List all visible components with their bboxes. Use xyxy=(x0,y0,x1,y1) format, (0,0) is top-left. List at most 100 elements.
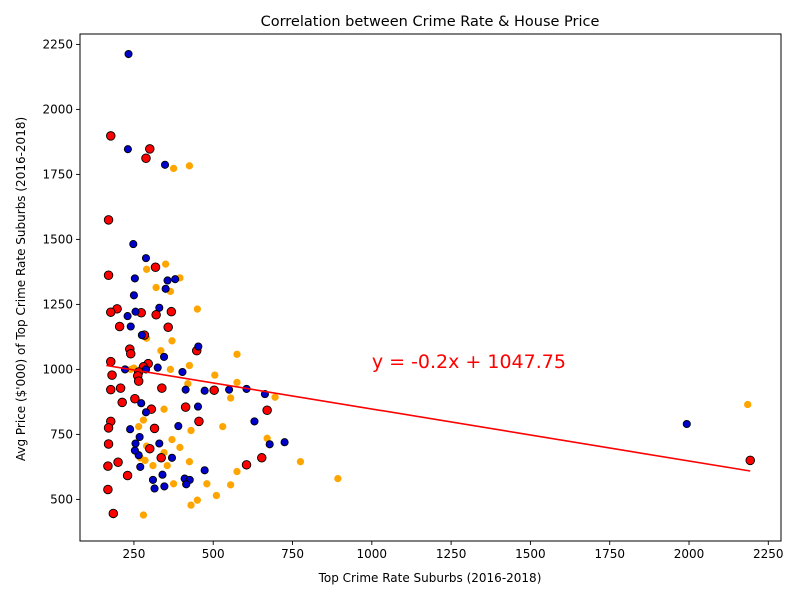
x-tick-label: 1750 xyxy=(594,547,625,561)
data-point xyxy=(117,397,127,408)
data-point xyxy=(745,455,755,466)
data-point xyxy=(106,131,116,141)
data-point xyxy=(148,475,158,484)
data-point xyxy=(150,262,161,272)
data-point xyxy=(153,363,162,372)
y-axis-label: Avg Price ($'000) of Top Crime Rate Subu… xyxy=(14,117,28,461)
data-point xyxy=(103,439,114,449)
data-point xyxy=(744,400,752,409)
data-point xyxy=(182,480,191,489)
data-point xyxy=(108,508,119,519)
data-point xyxy=(250,417,259,426)
data-point xyxy=(163,461,171,470)
data-point xyxy=(241,460,252,470)
data-point xyxy=(682,419,691,429)
plot-area xyxy=(79,33,782,542)
x-tick-label: 2250 xyxy=(753,547,784,561)
x-axis-label: Top Crime Rate Suburbs (2016-2018) xyxy=(318,571,542,585)
chart-title: Correlation between Crime Rate & House P… xyxy=(261,14,600,30)
y-tick-label: 1000 xyxy=(42,362,73,376)
data-point xyxy=(194,416,204,427)
data-point xyxy=(130,274,139,283)
data-point xyxy=(203,480,211,488)
data-point xyxy=(123,145,132,154)
data-point xyxy=(133,376,144,386)
data-point xyxy=(145,144,155,154)
data-point xyxy=(176,443,184,452)
data-point xyxy=(139,416,148,424)
data-point xyxy=(193,305,202,313)
data-point xyxy=(161,260,170,268)
data-point xyxy=(141,254,151,263)
data-point xyxy=(227,394,235,402)
data-point xyxy=(106,384,116,395)
data-point xyxy=(157,383,167,393)
data-point xyxy=(163,322,173,333)
data-point xyxy=(139,511,148,519)
data-point xyxy=(129,291,138,300)
data-point xyxy=(174,422,183,431)
data-point xyxy=(113,457,123,467)
data-point xyxy=(187,426,195,435)
data-point xyxy=(265,440,274,449)
data-point xyxy=(193,496,202,504)
data-point xyxy=(167,453,177,462)
data-point xyxy=(169,480,178,488)
data-point xyxy=(160,352,169,361)
y-tick-label: 750 xyxy=(50,427,73,441)
y-tick-label: 2250 xyxy=(42,37,73,51)
data-point xyxy=(135,432,144,442)
data-point xyxy=(296,458,305,466)
data-point xyxy=(126,322,135,331)
data-point xyxy=(103,270,114,281)
data-point xyxy=(131,307,140,316)
y-tick-label: 1500 xyxy=(42,232,73,246)
data-point xyxy=(155,439,164,448)
data-point xyxy=(166,306,177,317)
data-point xyxy=(106,356,116,367)
data-point xyxy=(233,467,241,476)
data-point xyxy=(181,385,190,394)
data-point xyxy=(200,466,209,475)
data-point xyxy=(185,162,194,170)
data-point xyxy=(137,331,146,340)
x-tick-label: 500 xyxy=(202,547,225,561)
data-point xyxy=(123,312,132,321)
data-point xyxy=(209,385,219,395)
data-point xyxy=(157,347,165,355)
data-point xyxy=(141,408,151,417)
data-point xyxy=(158,470,167,479)
data-point xyxy=(130,446,139,455)
data-point xyxy=(106,307,116,317)
data-point xyxy=(155,303,164,312)
data-point xyxy=(152,283,160,292)
data-point xyxy=(233,378,241,387)
data-point xyxy=(137,399,146,408)
data-point xyxy=(185,458,194,466)
y-tick-label: 500 xyxy=(50,492,73,506)
data-point xyxy=(149,423,160,434)
data-point xyxy=(150,484,159,493)
data-point xyxy=(163,276,172,285)
x-tick-label: 2000 xyxy=(674,547,705,561)
data-point xyxy=(135,422,143,431)
data-point xyxy=(156,453,166,463)
data-point xyxy=(103,484,113,495)
data-points xyxy=(103,49,755,519)
data-point xyxy=(178,367,187,377)
data-point xyxy=(130,394,140,404)
x-tick-label: 750 xyxy=(281,547,304,561)
x-tick-label: 250 xyxy=(122,547,145,561)
data-point xyxy=(185,361,194,370)
regression-line-group xyxy=(106,364,751,472)
x-tick-label: 1250 xyxy=(436,547,467,561)
y-tick-label: 2000 xyxy=(42,102,73,116)
data-point xyxy=(262,405,272,415)
data-point xyxy=(151,310,161,320)
data-point xyxy=(166,365,175,374)
data-point xyxy=(168,337,176,345)
data-point xyxy=(257,453,267,463)
data-point xyxy=(114,321,125,332)
x-axis: 250 500 750 1000 1250 1500 1750 2000 2250 xyxy=(122,541,784,561)
